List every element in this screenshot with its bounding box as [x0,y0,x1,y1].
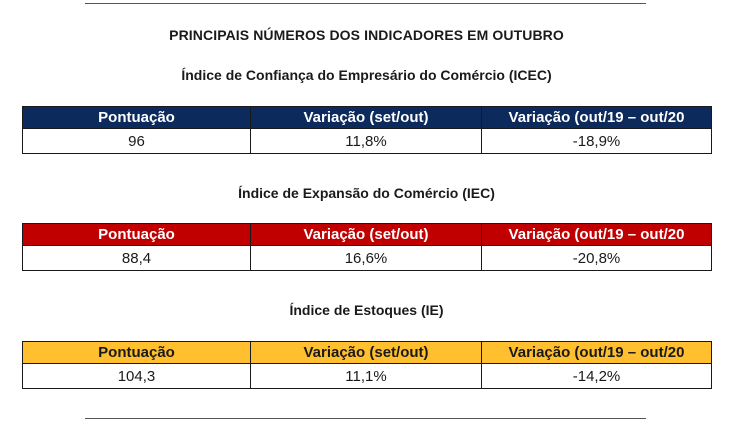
iec-header-row: Pontuação Variação (set/out) Variação (o… [22,223,712,246]
ie-pontuacao-value: 104,3 [22,363,251,389]
icec-section-title: Índice de Confiança do Empresário do Com… [181,67,552,83]
top-divider [85,3,646,4]
icec-header-variacao-mensal: Variação (set/out) [250,106,482,129]
iec-variacao-anual-value: -20,8% [481,245,712,271]
iec-variacao-mensal-value: 16,6% [250,245,482,271]
ie-header-variacao-mensal: Variação (set/out) [250,341,482,364]
icec-value-row: 96 11,8% -18,9% [22,128,712,154]
iec-header-pontuacao: Pontuação [22,223,251,246]
ie-variacao-anual-value: -14,2% [481,363,712,389]
bottom-divider [85,418,646,419]
icec-header-variacao-anual: Variação (out/19 – out/20 [481,106,712,129]
iec-header-variacao-mensal: Variação (set/out) [250,223,482,246]
iec-section-title: Índice de Expansão do Comércio (IEC) [238,185,495,201]
iec-value-row: 88,4 16,6% -20,8% [22,245,712,271]
ie-section-title: Índice de Estoques (IE) [289,302,444,318]
ie-header-variacao-anual: Variação (out/19 – out/20 [481,341,712,364]
icec-variacao-anual-value: -18,9% [481,128,712,154]
ie-value-row: 104,3 11,1% -14,2% [22,363,712,389]
icec-header-pontuacao: Pontuação [22,106,251,129]
icec-variacao-mensal-value: 11,8% [250,128,482,154]
icec-table: Pontuação Variação (set/out) Variação (o… [22,106,712,154]
icec-header-row: Pontuação Variação (set/out) Variação (o… [22,106,712,129]
iec-pontuacao-value: 88,4 [22,245,251,271]
ie-variacao-mensal-value: 11,1% [250,363,482,389]
ie-header-row: Pontuação Variação (set/out) Variação (o… [22,341,712,364]
page-title: PRINCIPAIS NÚMEROS DOS INDICADORES EM OU… [169,27,564,43]
icec-pontuacao-value: 96 [22,128,251,154]
iec-table: Pontuação Variação (set/out) Variação (o… [22,223,712,271]
iec-header-variacao-anual: Variação (out/19 – out/20 [481,223,712,246]
ie-header-pontuacao: Pontuação [22,341,251,364]
ie-table: Pontuação Variação (set/out) Variação (o… [22,341,712,389]
